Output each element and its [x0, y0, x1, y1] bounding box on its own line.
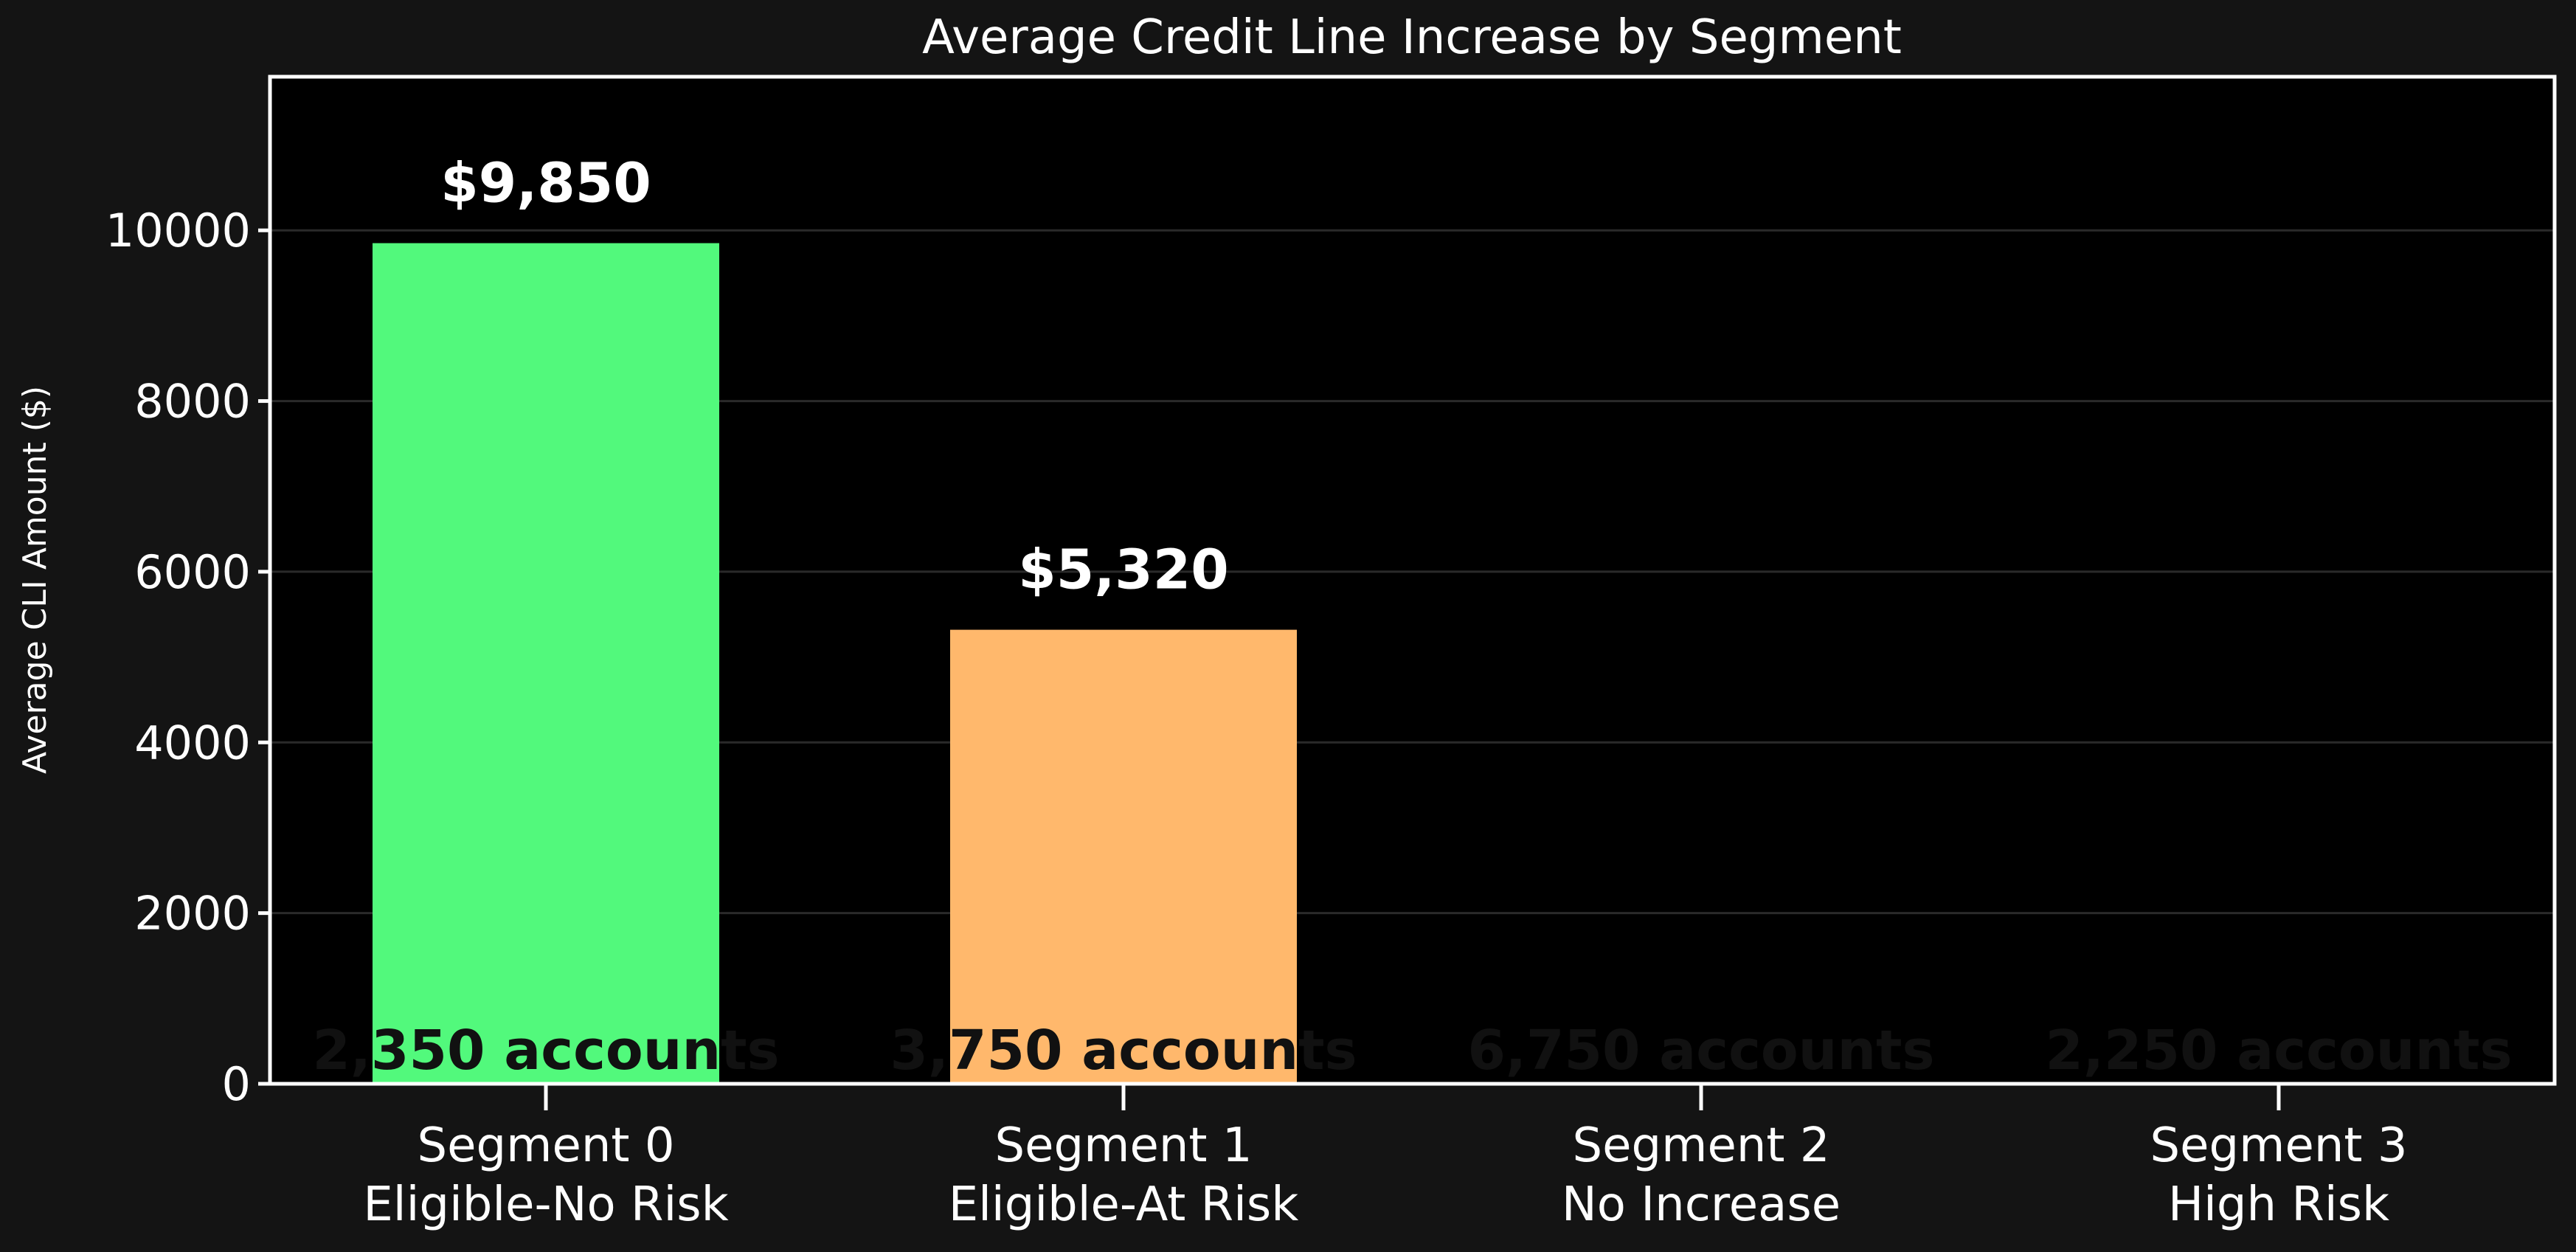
count-label: 2,250 accounts [2045, 1019, 2512, 1082]
x-tick-label: Eligible-At Risk [949, 1177, 1299, 1232]
plot-frame [268, 75, 2557, 1086]
y-tick-label: 0 [222, 1057, 251, 1111]
x-tick-label: No Increase [1562, 1177, 1841, 1232]
y-tick-label: 2000 [134, 887, 251, 941]
bar [373, 243, 719, 1084]
value-label: $9,850 [440, 152, 651, 215]
x-tick-label: High Risk [2168, 1177, 2389, 1232]
y-tick-label: 4000 [134, 716, 251, 769]
y-tick-label: 10000 [105, 204, 251, 257]
y-axis: 0 2000 4000 6000 8000 10000 [105, 204, 270, 1111]
y-tick-label: 8000 [134, 375, 251, 429]
x-tick-label: Segment 1 [994, 1118, 1252, 1173]
bars [373, 243, 1297, 1084]
chart-title: Average Credit Line Increase by Segment [922, 10, 1902, 65]
bar [950, 629, 1297, 1084]
count-label: 6,750 accounts [1467, 1019, 1934, 1082]
count-label: 3,750 accounts [890, 1019, 1357, 1082]
value-label: $5,320 [1018, 539, 1229, 602]
count-label: 2,350 accounts [312, 1019, 779, 1082]
x-tick-label: Segment 2 [1572, 1118, 1829, 1173]
x-tick-label: Segment 0 [417, 1118, 674, 1173]
y-axis-label: Average CLI Amount ($) [16, 386, 54, 774]
x-tick-label: Segment 3 [2150, 1118, 2407, 1173]
x-tick-label: Eligible-No Risk [363, 1177, 728, 1232]
bar-labels: $9,850 2,350 accounts $5,320 3,750 accounts… [312, 152, 2512, 1082]
y-tick-label: 6000 [134, 545, 251, 599]
